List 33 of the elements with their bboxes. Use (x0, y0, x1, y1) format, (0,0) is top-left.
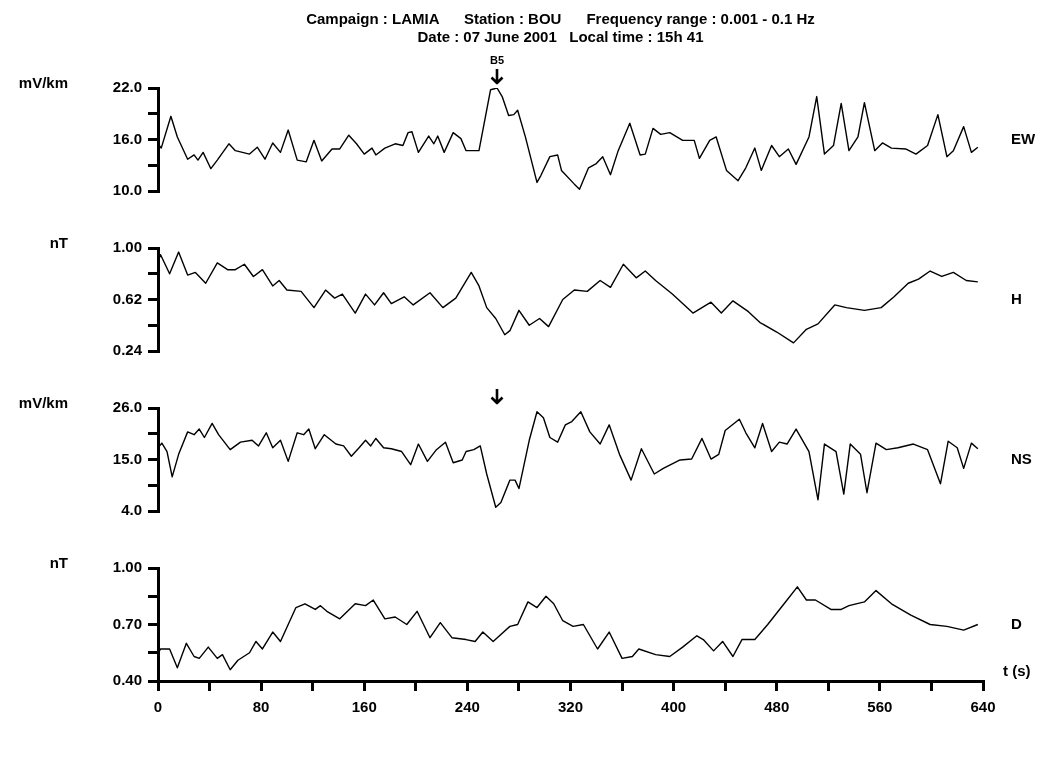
y-tick-label: 1.00 (112, 558, 142, 576)
annotation: B5 (489, 53, 505, 66)
text: D (1011, 614, 1022, 632)
y-tick-label: 0.62 (112, 289, 142, 307)
x-tick-label: 160 (351, 698, 377, 716)
x-tick-label: 480 (764, 698, 790, 716)
text: NS (1011, 449, 1032, 467)
y-tick-label: 4.0 (121, 501, 142, 519)
y-tick-label: 1.00 (112, 238, 142, 256)
x-tick-label: 80 (252, 698, 270, 716)
x-tick-label: 240 (454, 698, 480, 716)
y-axis-title: mV/km (18, 394, 68, 412)
x-tick-label: 0 (153, 698, 163, 716)
chart-title: Campaign : LAMIA Station : BOU Frequency range : 0.001 - 0.1 Hz (305, 10, 816, 28)
text: H (1011, 289, 1022, 307)
y-tick-label: 16.0 (112, 129, 142, 147)
y-tick-label: 0.70 (112, 614, 142, 632)
x-tick-label: 560 (867, 698, 893, 716)
text: EW (1011, 129, 1036, 147)
y-tick-label: 10.0 (112, 181, 142, 199)
y-tick-label: 22.0 (112, 78, 142, 96)
chart-subtitle: Date : 07 June 2001 Local time : 15h 41 (416, 28, 705, 46)
x-tick-label: 320 (557, 698, 584, 716)
y-tick-label: 0.40 (112, 671, 142, 689)
y-tick-label: 26.0 (112, 398, 142, 416)
x-tick-label: 640 (970, 698, 996, 716)
x-tick-label: 400 (661, 698, 687, 716)
x-axis-title: t (s) (1003, 661, 1031, 679)
y-tick-label: 15.0 (112, 449, 142, 467)
y-axis-title: nT (49, 234, 68, 252)
y-tick-label: 0.24 (112, 341, 143, 359)
y-axis-title: nT (49, 554, 68, 572)
y-axis-title: mV/km (18, 74, 68, 92)
